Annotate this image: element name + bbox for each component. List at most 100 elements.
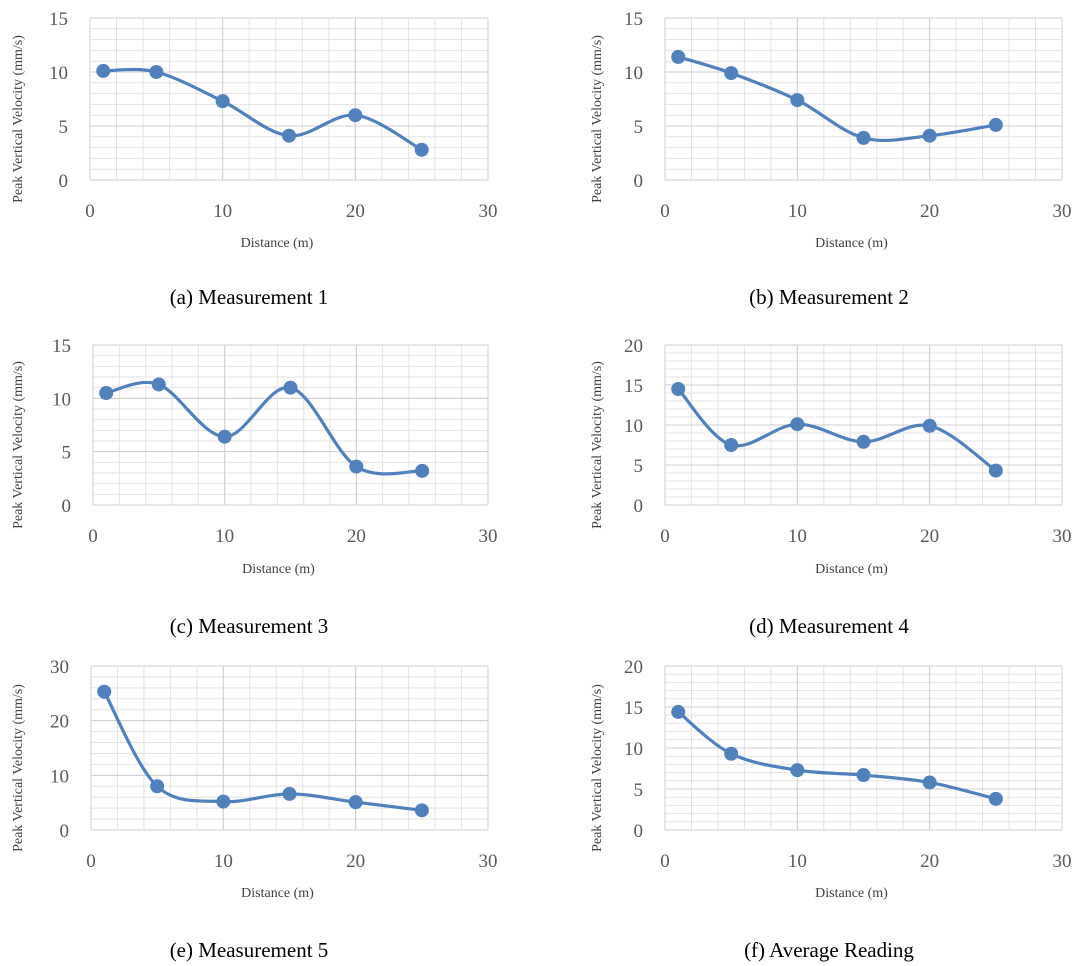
data-point <box>151 377 166 392</box>
data-point <box>790 417 805 432</box>
data-point <box>149 65 164 79</box>
x-tick-label: 30 <box>479 201 498 222</box>
minor-grid <box>664 17 1063 181</box>
data-point <box>414 803 429 818</box>
x-axis-title: Distance (m) <box>241 886 314 901</box>
x-tick-label: 0 <box>86 851 96 872</box>
series-line <box>101 67 424 152</box>
chart-panel-5: 0 10 20 30 0 10 20 30 Distance (m) Peak Vertical … <box>11 657 498 962</box>
y-tick-label: 10 <box>50 766 69 787</box>
y-axis-title: Peak Vertical Velocity (mm/s) <box>11 35 26 203</box>
data-point <box>790 93 805 108</box>
x-tick-label: 0 <box>660 201 670 222</box>
x-tick-label: 0 <box>85 201 95 222</box>
x-tick-label: 20 <box>346 851 365 872</box>
chart-panel-6: 0 10 20 30 0 5 10 15 20 Distance (m) Peak Vertical… <box>590 657 1072 962</box>
y-axis-title: Peak Vertical Velocity (mm/s) <box>590 361 605 529</box>
panel-caption: (e) Measurement 5 <box>170 938 329 962</box>
data-point <box>217 429 232 444</box>
x-tick-label: 0 <box>660 526 670 547</box>
data-point <box>97 684 112 699</box>
y-tick-label: 15 <box>52 336 71 357</box>
data-point <box>348 108 363 123</box>
y-tick-label: 20 <box>624 657 643 678</box>
x-axis-title: Distance (m) <box>242 562 315 577</box>
x-tick-label: 10 <box>215 526 234 547</box>
data-point <box>988 117 1003 132</box>
y-tick-label: 5 <box>62 443 72 464</box>
panel-caption: (a) Measurement 1 <box>170 285 329 309</box>
data-point <box>215 94 230 109</box>
x-tick-label: 30 <box>479 526 498 547</box>
data-point <box>856 434 871 449</box>
series-line <box>676 387 998 473</box>
y-axis-title: Peak Vertical Velocity (mm/s) <box>11 684 26 852</box>
y-tick-label: 20 <box>50 712 69 733</box>
data-point <box>349 459 364 474</box>
data-point <box>671 382 686 396</box>
data-point <box>988 463 1003 478</box>
data-point <box>790 763 805 778</box>
x-tick-label: 10 <box>788 201 807 222</box>
data-point <box>856 768 871 783</box>
y-tick-label: 30 <box>50 657 69 678</box>
panel-caption: (b) Measurement 2 <box>749 285 909 309</box>
major-grid <box>90 665 489 831</box>
x-axis-title: Distance (m) <box>815 886 888 901</box>
y-tick-label: 0 <box>634 171 644 192</box>
x-axis-title: Distance (m) <box>815 236 888 251</box>
y-axis-title: Peak Vertical Velocity (mm/s) <box>11 361 26 529</box>
y-tick-label: 20 <box>624 336 643 357</box>
data-point <box>414 142 429 157</box>
data-point <box>282 786 297 801</box>
data-point <box>282 128 296 143</box>
x-axis-title: Distance (m) <box>815 562 888 577</box>
y-tick-label: 5 <box>634 456 644 477</box>
data-point <box>856 130 871 145</box>
data-point <box>988 791 1003 806</box>
chart-panel-3: 0 10 20 30 0 5 10 15 Distance (m) Peak Vertical V… <box>11 336 498 638</box>
y-tick-label: 0 <box>59 171 69 192</box>
x-axis-title: Distance (m) <box>241 236 314 251</box>
x-tick-label: 0 <box>88 526 98 547</box>
major-grid <box>92 344 489 506</box>
chart-panel-2: 0 10 20 30 0 5 10 15 Distance (m) Peak Vertical V… <box>590 9 1072 309</box>
data-point <box>99 386 114 400</box>
y-tick-label: 0 <box>634 821 644 842</box>
x-tick-label: 10 <box>788 526 807 547</box>
y-tick-label: 10 <box>49 63 68 84</box>
x-tick-label: 20 <box>346 201 365 222</box>
panel-caption: (f) Average Reading <box>744 938 914 962</box>
y-tick-label: 10 <box>52 389 71 410</box>
y-tick-label: 0 <box>634 496 644 517</box>
minor-grid <box>90 665 489 831</box>
y-tick-label: 5 <box>634 780 644 801</box>
x-tick-label: 30 <box>479 851 498 872</box>
minor-grid <box>92 344 489 506</box>
data-point <box>415 463 430 478</box>
minor-grid <box>89 17 489 181</box>
chart-panel-4: 0 10 20 30 0 5 10 15 20 Distance (m) Peak Vertical… <box>590 336 1072 638</box>
y-tick-label: 15 <box>624 698 643 719</box>
data-point <box>922 128 937 143</box>
data-point <box>724 438 739 452</box>
x-tick-label: 30 <box>1053 201 1072 222</box>
major-grid <box>89 17 489 181</box>
data-point <box>922 418 937 433</box>
x-tick-label: 20 <box>347 526 366 547</box>
series-line <box>104 380 424 476</box>
major-grid <box>664 17 1063 181</box>
y-axis-title: Peak Vertical Velocity (mm/s) <box>590 684 605 852</box>
y-tick-label: 5 <box>634 117 644 138</box>
data-point <box>671 49 686 64</box>
x-tick-label: 30 <box>1053 526 1072 547</box>
x-tick-label: 20 <box>920 851 939 872</box>
y-tick-label: 10 <box>624 416 643 437</box>
data-point <box>724 746 739 761</box>
y-tick-label: 10 <box>624 739 643 760</box>
y-tick-label: 0 <box>60 821 70 842</box>
data-point <box>216 794 231 809</box>
panel-caption: (d) Measurement 4 <box>749 614 909 638</box>
data-point <box>283 380 298 395</box>
